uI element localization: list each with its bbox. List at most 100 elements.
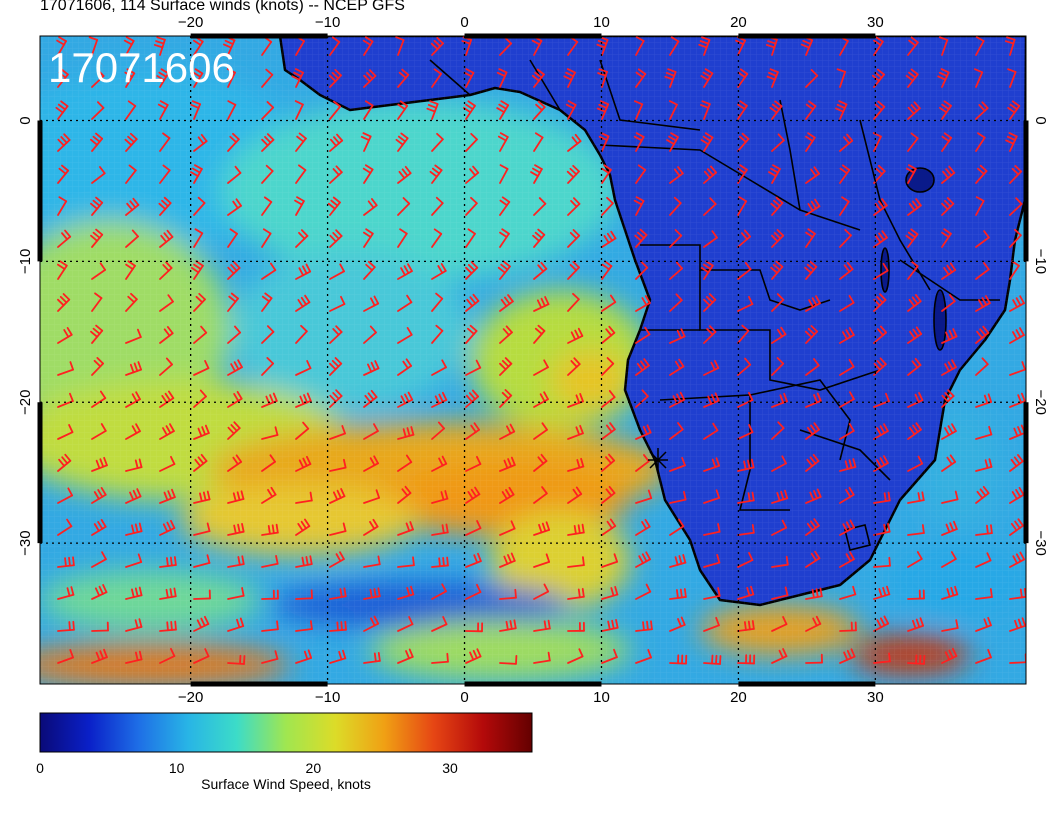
wind-barb (533, 651, 551, 664)
wind-barb (363, 489, 381, 504)
wind-barb (669, 456, 686, 472)
colorbar-tick-label: 10 (169, 760, 185, 776)
wind-barb (327, 196, 341, 216)
wind-barb (125, 260, 136, 280)
wind-barb (907, 260, 919, 280)
wind-barb (431, 132, 444, 152)
country-borders (429, 59, 1000, 551)
wind-barb (431, 391, 448, 408)
wind-barb (737, 391, 754, 408)
wind-barb (703, 165, 718, 184)
wind-barb (431, 523, 449, 536)
wind-barb (737, 523, 755, 536)
wind-barb (975, 425, 993, 440)
wind-barb (91, 518, 107, 536)
wind-barb (703, 457, 721, 472)
wind-barb (975, 357, 989, 376)
wind-barb (839, 621, 857, 632)
wind-barb (125, 229, 139, 248)
wind-barb (1009, 295, 1025, 312)
wind-barb (431, 583, 447, 600)
wind-barb (771, 293, 785, 312)
wind-barb (771, 357, 785, 376)
wind-barb (431, 359, 447, 376)
wind-barb (635, 583, 652, 600)
y-tick-label-left: −30 (17, 530, 34, 555)
wind-barb (363, 69, 377, 88)
wind-barb (805, 166, 820, 184)
wind-barb (873, 455, 889, 472)
map-title: 17071606, 114 Surface winds (knots) -- N… (40, 0, 405, 14)
wind-barb (601, 196, 614, 216)
wind-barb (295, 263, 312, 280)
wind-barb (805, 198, 821, 216)
wind-barb (941, 490, 959, 504)
wind-barb (431, 556, 449, 568)
wind-barb (601, 230, 617, 248)
wind-barb (190, 164, 203, 184)
wind-barb (635, 424, 652, 440)
wind-barb (360, 132, 372, 152)
wind-barb (431, 455, 448, 472)
wind-barb (669, 616, 686, 632)
wind-barb (261, 357, 274, 376)
colorbar (39, 712, 533, 753)
wind-barb (328, 69, 342, 88)
wind-barb (227, 490, 245, 504)
wind-barb (533, 422, 548, 440)
wind-barb (363, 615, 380, 632)
wind-barb (1009, 454, 1024, 472)
wind-barb (193, 490, 211, 504)
wind-barb (635, 620, 653, 632)
wind-barb (975, 616, 992, 632)
wind-barb (771, 421, 785, 440)
wind-barb (226, 68, 236, 88)
wind-barb (499, 196, 511, 216)
wind-barb (703, 616, 720, 632)
wind-barb (1009, 228, 1022, 248)
wind-barb (533, 391, 549, 408)
wind-barb (90, 324, 104, 344)
wind-barb (635, 518, 651, 536)
wind-barb (159, 164, 171, 184)
wind-barb (975, 36, 985, 56)
wind-barb (905, 228, 919, 248)
wind-barb (771, 326, 787, 344)
wind-barb (57, 487, 73, 504)
wind-barb (499, 619, 517, 632)
wind-barb (975, 552, 992, 568)
wind-barb (873, 423, 889, 440)
wind-barb (125, 197, 140, 216)
wind-barb (771, 455, 787, 472)
wind-barb (193, 554, 211, 568)
wind-barb (669, 518, 685, 536)
wind-barb (295, 589, 313, 600)
wind-barb (567, 648, 584, 664)
wind-barb (57, 586, 75, 600)
wind-barb (533, 583, 550, 600)
wind-barb (261, 196, 273, 216)
wind-barb (596, 100, 610, 120)
wind-barb (768, 164, 781, 184)
wind-barb (261, 101, 275, 120)
wind-barb (363, 455, 379, 472)
wind-barb (669, 293, 683, 312)
wind-barb (261, 68, 274, 88)
wind-barb (941, 619, 959, 632)
wind-barb (329, 458, 347, 472)
wind-barb (329, 100, 342, 120)
wind-barb (227, 617, 245, 632)
wind-barb (397, 556, 415, 568)
wind-barb (227, 292, 239, 312)
wind-barb (938, 36, 949, 56)
wind-barb (635, 261, 649, 280)
wind-barb (125, 650, 143, 664)
wind-barb (975, 101, 989, 120)
wind-barb (805, 587, 823, 600)
wind-barb (157, 100, 169, 120)
wind-barb (153, 36, 166, 56)
wind-barb (907, 326, 923, 344)
wind-barb (397, 485, 412, 504)
wind-barb (125, 100, 137, 120)
wind-barb (703, 654, 722, 665)
